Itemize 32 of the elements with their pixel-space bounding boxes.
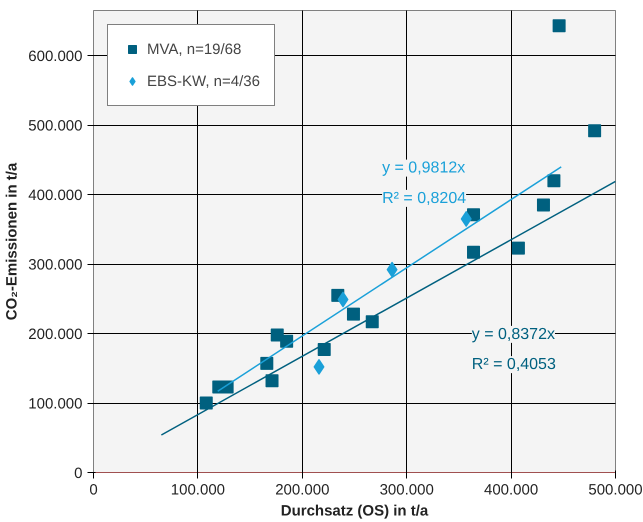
y-tick-label: 400.000 xyxy=(28,187,83,204)
y-tick-label: 600.000 xyxy=(28,48,83,66)
point xyxy=(266,374,279,388)
point xyxy=(200,396,213,410)
point xyxy=(346,308,360,321)
annotation: R² = 0,8204 xyxy=(382,190,466,207)
point xyxy=(512,242,525,255)
y-tick-label: 0 xyxy=(74,465,82,482)
point xyxy=(547,174,560,188)
x-axis-title: Durchsatz (OS) in t/a xyxy=(280,502,429,520)
point xyxy=(467,246,480,259)
y-tick-label: 500.000 xyxy=(28,118,83,135)
point xyxy=(552,19,566,32)
point xyxy=(318,343,331,356)
y-tick-label: 100.000 xyxy=(28,396,83,413)
legend-label: MVA, n=19/68 xyxy=(147,40,242,58)
x-tick-label: 0 xyxy=(89,482,98,498)
y-axis-title: CO₂-Emissionen in t/a xyxy=(3,162,20,320)
x-tick-label: 100.000 xyxy=(170,482,226,498)
legend-label: EBS-KW, n=4/36 xyxy=(147,72,260,90)
annotation: y = 0,8372x xyxy=(472,326,555,343)
x-tick-label: 400.000 xyxy=(484,482,538,498)
point xyxy=(536,198,550,212)
point xyxy=(588,124,602,138)
annotation: y = 0,9812x xyxy=(382,160,466,177)
x-tick-label: 300.000 xyxy=(380,482,434,498)
x-tick-label: 200.000 xyxy=(275,482,330,498)
annotation: R² = 0,4053 xyxy=(472,356,556,374)
y-tick-label: 200.000 xyxy=(28,326,83,344)
y-tick-label: 300.000 xyxy=(28,256,83,274)
x-tick-label: 500.000 xyxy=(588,482,643,498)
point xyxy=(280,334,294,348)
